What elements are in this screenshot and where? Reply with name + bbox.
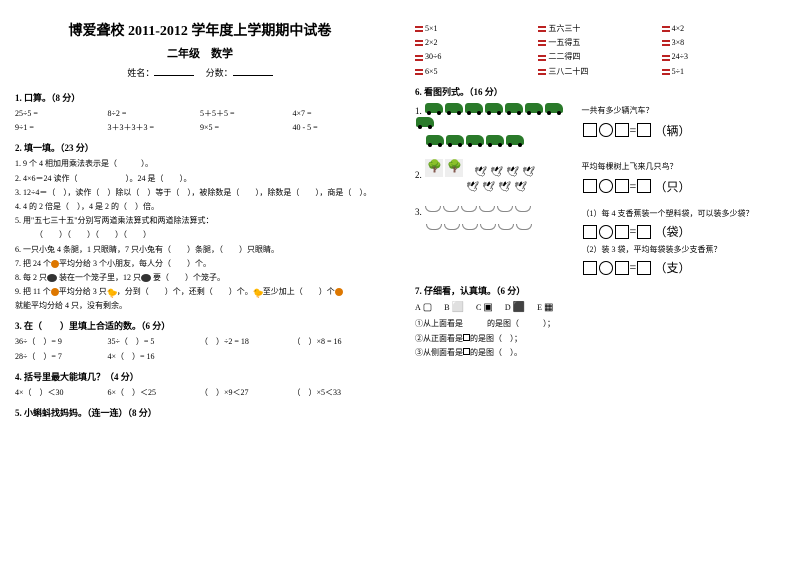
- s2-item-2: 2. 4×6＝24 读作（ ）。24 是（ ）。: [15, 173, 385, 184]
- name-score-line: 姓名： 分数：: [15, 66, 385, 79]
- score-blank[interactable]: [233, 75, 273, 76]
- eq-boxes-1: = （辆）: [582, 122, 786, 139]
- s2-item-8: 8. 每 2 只 装在一个笼子里，12 只 要（ ）个笼子。: [15, 272, 385, 283]
- ball-icon: [51, 260, 59, 268]
- match-row-1: 5×1 五六三十 4×2: [415, 23, 785, 34]
- right-column: 5×1 五六三十 4×2 2×2 一五得五 3×8 30÷6 二二得四 24÷3…: [400, 0, 800, 566]
- name-label: 姓名：: [127, 66, 154, 79]
- flag-icon: [415, 69, 423, 75]
- flag-icon: [415, 40, 423, 46]
- eq-boxes-3b: = （支）: [582, 259, 786, 276]
- banana-row-2: [415, 223, 582, 235]
- ball-icon: [335, 288, 343, 296]
- flag-icon: [538, 69, 546, 75]
- s2-item-6: 6. 一只小兔 4 条腿，1 只眼睛，7 只小兔有（ ）条腿，（ ）只眼睛。: [15, 244, 385, 255]
- name-blank[interactable]: [154, 75, 194, 76]
- flag-icon: [415, 55, 423, 61]
- s6-q1: 1. 一共有多少辆汽车？ = （辆）: [415, 102, 785, 148]
- s3-row-1: 36÷（ ）= 9 35÷（ ）= 5 （ ）÷2 = 18 （ ）×8 = 1…: [15, 336, 385, 347]
- s3-row-2: 28÷（ ）= 7 4×（ ）= 16: [15, 351, 385, 362]
- s2-item-1: 1. 9 个 4 相加用乘法表示是（ ）。: [15, 158, 385, 169]
- tree-bird-row: 2.: [415, 158, 582, 181]
- bird-row-2: [415, 181, 582, 195]
- bug-icon: [141, 274, 151, 282]
- flag-icon: [538, 40, 546, 46]
- s2-item-9: 9. 把 11 个平均分给 3 只，分到（ ）个，还剩（ ）个。至少加上（ ）个: [15, 286, 385, 297]
- score-label: 分数：: [206, 66, 233, 79]
- s2-item-5b: （ ）（ ）（ ）（ ）: [15, 229, 385, 240]
- flag-icon: [662, 55, 670, 61]
- flag-icon: [662, 40, 670, 46]
- flag-icon: [662, 69, 670, 75]
- section-5-title: 5. 小蝌蚪找妈妈。（连一连）（8 分）: [15, 406, 385, 419]
- flag-icon: [415, 26, 423, 32]
- section-7-title: 7. 仔细看，认真填。（6 分）: [415, 284, 785, 297]
- eq-boxes-3a: = （袋）: [582, 223, 786, 240]
- eq-boxes-2: = （只）: [582, 178, 786, 195]
- s4-row-1: 4×（ ）＜30 6×（ ）＜25 （ ）×9＜27 （ ）×5＜33: [15, 387, 385, 398]
- ball-icon: [51, 288, 59, 296]
- calc-row-1: 25÷5 = 8÷2 = 5＋5＋5 = 4×7 =: [15, 108, 385, 119]
- section-6-title: 6. 看图列式。（16 分）: [415, 85, 785, 98]
- chick-icon: [107, 287, 117, 297]
- s2-item-5: 5. 用"五七三十五"分别写两道乘法算式和两道除法算式：: [15, 215, 385, 226]
- s7-q1: ①从上面看是 的是图（ ）；: [415, 318, 785, 329]
- s2-item-7: 7. 把 24 个平均分给 3 个小朋友，每人分（ ）个。: [15, 258, 385, 269]
- banana-row-1: 3.: [415, 205, 582, 217]
- match-row-4: 6×5 三八二十四 5÷1: [415, 66, 785, 77]
- flag-icon: [662, 26, 670, 32]
- match-row-2: 2×2 一五得五 3×8: [415, 37, 785, 48]
- section-1-title: 1. 口算。（8 分）: [15, 91, 385, 104]
- s6-q3: 3. （1）每 4 支香蕉装一个塑料袋，可以装多少袋？ = （袋） （2）装 3…: [415, 205, 785, 276]
- exam-title: 博爱聋校 2011-2012 学年度上学期期中试卷: [15, 20, 385, 40]
- s2-item-3: 3. 12÷4＝（ ），读作（ ）除以（ ）等于（ ），被除数是（ ），除数是（…: [15, 187, 385, 198]
- bug-icon: [47, 274, 57, 282]
- car-row-1: 1.: [415, 102, 582, 130]
- s2-item-4: 4. 4 的 2 倍是（ ），4 是 2 的（ ）倍。: [15, 201, 385, 212]
- cube-labels: A▢ B⬜ C▣ D⬛ E▦: [415, 301, 785, 315]
- s7-q3: ③从侧面看是的是图（ ）。: [415, 347, 785, 358]
- s7-q2: ②从正面看是的是图（ ）；: [415, 333, 785, 344]
- match-row-3: 30÷6 二二得四 24÷3: [415, 51, 785, 62]
- left-column: 博爱聋校 2011-2012 学年度上学期期中试卷 二年级 数学 姓名： 分数：…: [0, 0, 400, 566]
- s2-item-9e: 就能平均分给 4 只，没有剩余。: [15, 300, 385, 311]
- s6-q2: 2. 平均每棵树上飞来几只鸟？ = （只）: [415, 158, 785, 195]
- car-row-2: [415, 134, 582, 148]
- section-2-title: 2. 填一填。（23 分）: [15, 141, 385, 154]
- calc-row-2: 9÷1 = 3＋3＋3＋3 = 9×5 = 40 - 5 =: [15, 122, 385, 133]
- chick-icon: [253, 287, 263, 297]
- section-3-title: 3. 在（ ）里填上合适的数。（6 分）: [15, 319, 385, 332]
- flag-icon: [538, 55, 546, 61]
- flag-icon: [538, 26, 546, 32]
- exam-subtitle: 二年级 数学: [15, 45, 385, 61]
- section-4-title: 4. 括号里最大能填几？（4 分）: [15, 370, 385, 383]
